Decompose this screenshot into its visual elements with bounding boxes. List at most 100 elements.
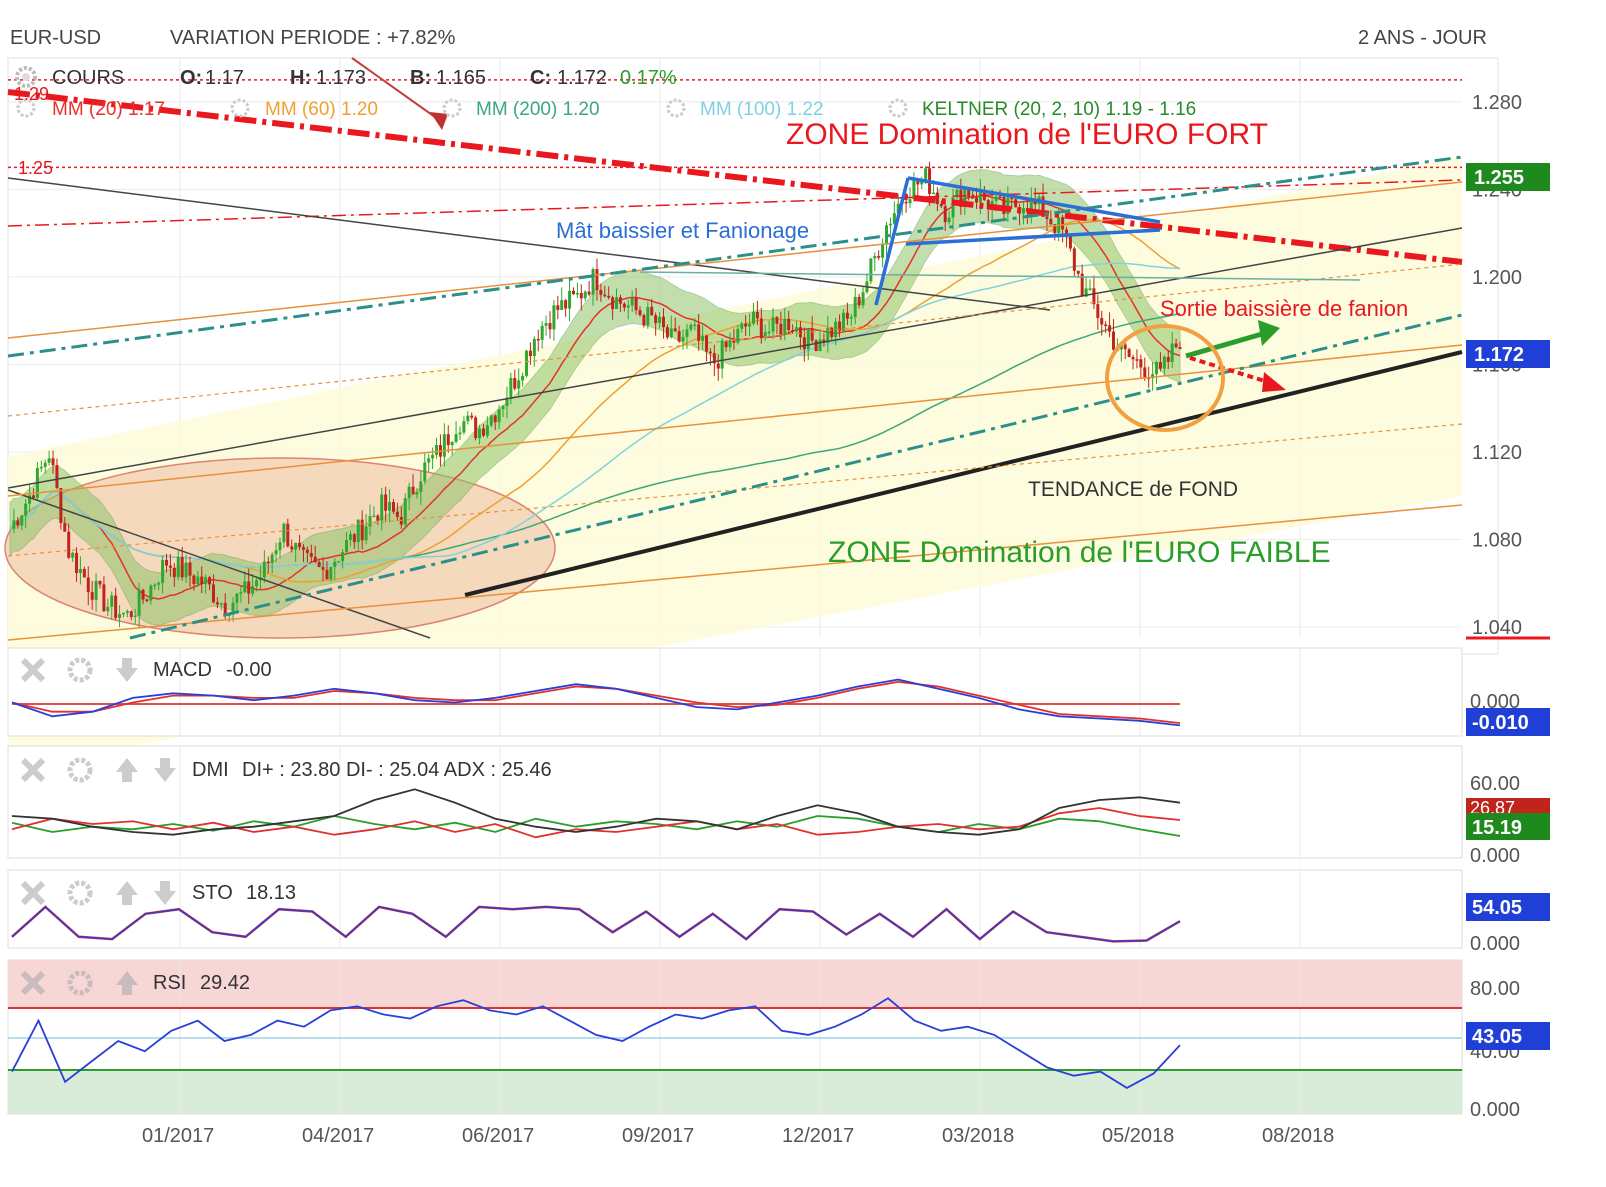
candle-body <box>712 353 716 364</box>
candle-body <box>1076 270 1080 274</box>
ohlc-bar: COURS O: 1.17 H: 1.173 B: 1.165 C: 1.172… <box>15 66 677 89</box>
gear-icon[interactable] <box>67 880 93 906</box>
candle-body <box>732 340 736 343</box>
candle-body <box>1123 344 1127 350</box>
close-icon[interactable] <box>20 880 46 906</box>
gear-icon[interactable] <box>67 970 93 996</box>
candle-body <box>697 324 701 341</box>
candle-body <box>219 602 223 605</box>
dmi-lines <box>11 788 1181 839</box>
candle-body <box>478 428 482 439</box>
sto-panel: STO 18.13 54.05 0.000 <box>7 869 1550 955</box>
candle-body <box>791 330 795 332</box>
arrow-down-icon[interactable] <box>116 658 138 682</box>
candle-body <box>924 168 928 180</box>
candle-body <box>783 318 787 335</box>
sto-title: STO <box>192 882 233 904</box>
dmi-minus-line <box>11 807 1181 839</box>
candle-body <box>86 577 90 593</box>
candle-body <box>153 584 157 587</box>
candle-body <box>28 495 32 504</box>
candle-body <box>654 315 658 324</box>
close-icon[interactable] <box>20 757 46 783</box>
gear-icon[interactable] <box>15 66 37 88</box>
candle-body <box>525 350 529 376</box>
candle-body <box>658 316 662 324</box>
close-icon[interactable] <box>20 970 46 996</box>
candle-body <box>133 615 137 618</box>
candle-body <box>521 375 525 381</box>
candle-body <box>916 179 920 185</box>
candle-body <box>967 189 971 197</box>
candle-body <box>1131 357 1135 360</box>
candle-body <box>118 614 122 618</box>
candle-body <box>384 494 388 511</box>
candle-body <box>1061 217 1065 230</box>
candle-body <box>888 223 892 226</box>
candle-body <box>959 189 963 207</box>
candle-body <box>575 292 579 295</box>
candle-body <box>505 397 509 406</box>
y-tick-label: 1.120 <box>1472 442 1522 464</box>
candle-body <box>681 336 685 342</box>
candle-body <box>1119 344 1123 350</box>
candle-body <box>939 203 943 207</box>
arrow-down-icon[interactable] <box>154 758 176 782</box>
green-arrow-head <box>1258 320 1280 346</box>
candle-body <box>71 552 75 558</box>
candle-body <box>55 464 59 489</box>
candle-body <box>693 324 697 327</box>
gear-icon[interactable] <box>888 98 908 118</box>
candle-body <box>372 515 376 518</box>
candle-body <box>110 595 114 607</box>
annotation-tendance: TENDANCE de FOND <box>1028 478 1238 501</box>
candle-body <box>137 589 141 616</box>
candle-body <box>208 577 212 585</box>
candle-body <box>701 335 705 341</box>
rsi-value: 29.42 <box>200 972 250 994</box>
candle-body <box>200 576 204 585</box>
arrow-up-icon[interactable] <box>116 758 138 782</box>
arrow-up-icon[interactable] <box>116 971 138 995</box>
candle-body <box>748 323 752 327</box>
candle-body <box>1111 331 1115 350</box>
gear-icon[interactable] <box>67 757 93 783</box>
candle-body <box>845 312 849 319</box>
candle-body <box>364 526 368 541</box>
arrow-up-icon[interactable] <box>116 881 138 905</box>
sto-tick-0: 0.000 <box>1470 933 1520 955</box>
candle-body <box>705 335 709 352</box>
candle-body <box>626 305 630 308</box>
symbol-label: EUR-USD <box>10 27 101 49</box>
gear-icon[interactable] <box>442 98 462 118</box>
candle-body <box>442 434 446 457</box>
candle-body <box>1139 359 1143 368</box>
candle-body <box>1006 197 1010 214</box>
rsi-overbought-zone <box>8 960 1462 1008</box>
candle-body <box>943 206 947 223</box>
candle-body <box>560 300 564 310</box>
candle-body <box>736 328 740 343</box>
candle-body <box>121 612 125 615</box>
candle-body <box>564 300 568 309</box>
gear-icon[interactable] <box>230 98 250 118</box>
candle-body <box>544 323 548 326</box>
candle-body <box>904 201 908 204</box>
candle-body <box>161 559 165 583</box>
gear-icon[interactable] <box>666 98 686 118</box>
high-value: 1.173 <box>316 67 366 89</box>
open-value: 1.17 <box>205 67 244 89</box>
candle-body <box>90 592 94 600</box>
dmi-badge-green-bg <box>1466 813 1550 840</box>
gear-icon[interactable] <box>16 98 36 118</box>
close-icon[interactable] <box>20 657 46 683</box>
candle-body <box>802 337 806 350</box>
arrow-down-icon[interactable] <box>154 881 176 905</box>
candle-body <box>775 317 779 324</box>
candle-body <box>685 329 689 337</box>
candle-body <box>411 486 415 495</box>
annotation-pennant: Mât baissier et Fanionage <box>556 218 809 243</box>
resistance-badge-text: 1.255 <box>1474 167 1524 189</box>
gear-icon[interactable] <box>67 657 93 683</box>
